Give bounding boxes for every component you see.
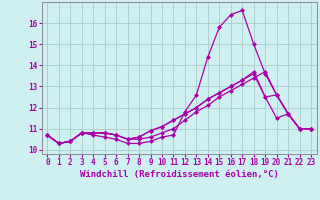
X-axis label: Windchill (Refroidissement éolien,°C): Windchill (Refroidissement éolien,°C) xyxy=(80,170,279,179)
